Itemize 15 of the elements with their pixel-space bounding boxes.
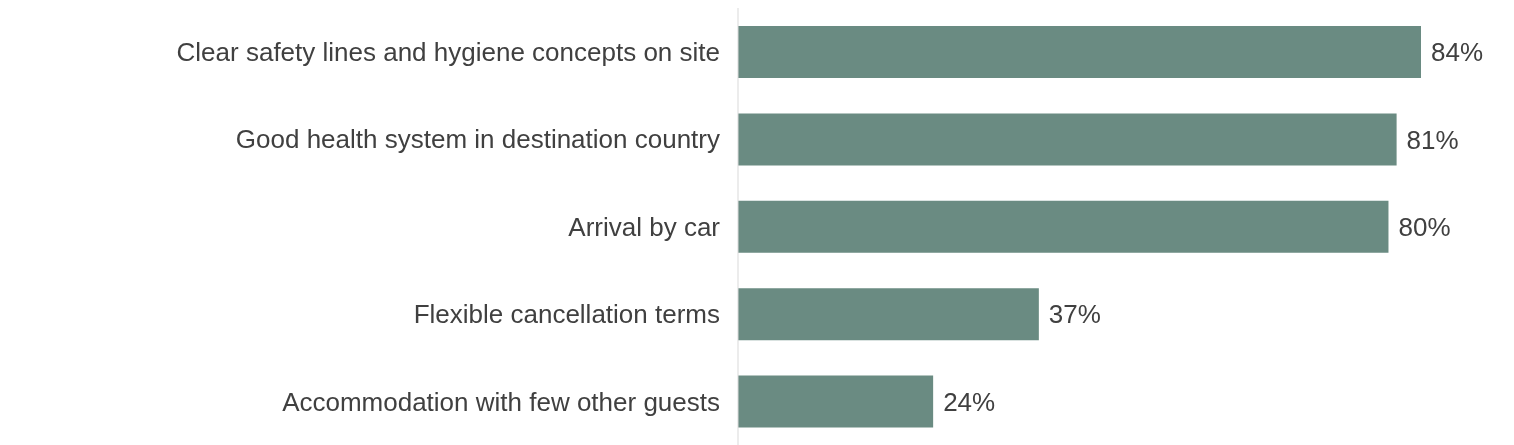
data-label: 84%: [1431, 37, 1484, 68]
bar: [738, 375, 934, 428]
bar: [738, 26, 1421, 78]
y-tick-label: Arrival by car: [568, 211, 721, 242]
data-label: 80%: [1398, 212, 1451, 243]
y-tick-label: Flexible cancellation terms: [413, 299, 720, 330]
data-label: 37%: [1048, 299, 1101, 330]
bar: [738, 288, 1039, 341]
data-label: 81%: [1406, 124, 1459, 155]
y-tick-label: Accommodation with few other guests: [282, 386, 720, 417]
bar: [738, 113, 1397, 166]
data-label: 24%: [943, 386, 996, 417]
y-tick-label: Clear safety lines and hygiene concepts on site: [176, 36, 720, 67]
bar: [738, 200, 1389, 253]
y-tick-label: Good health system in destination country: [235, 124, 720, 155]
